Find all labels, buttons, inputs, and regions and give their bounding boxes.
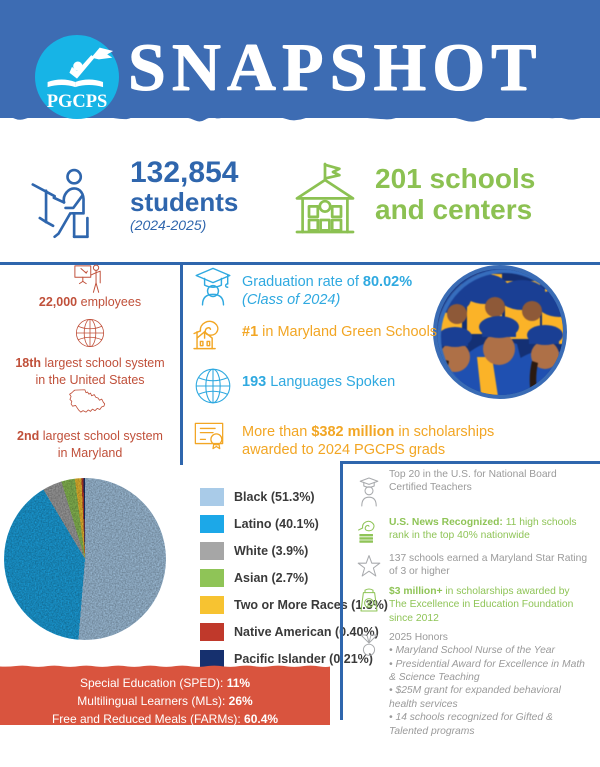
svg-text:PGCPS: PGCPS (47, 91, 108, 111)
